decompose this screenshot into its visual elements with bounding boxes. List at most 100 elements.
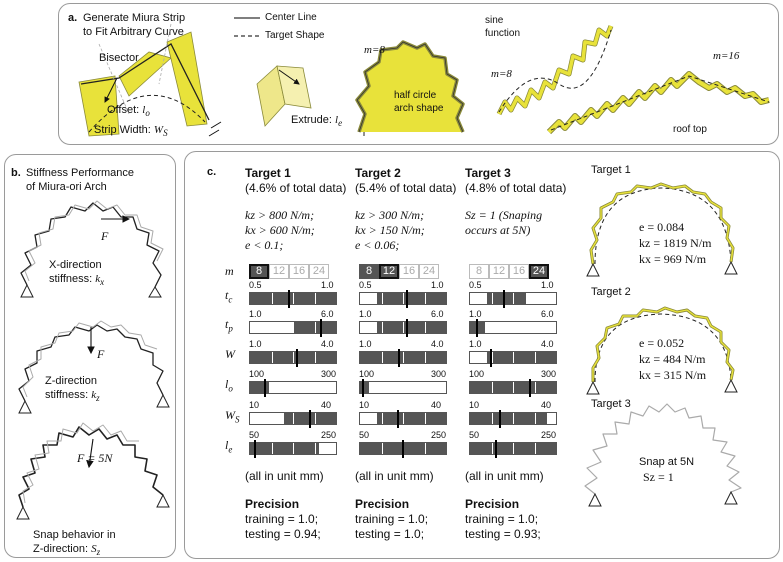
range-marker (529, 379, 532, 397)
range-divider (491, 382, 493, 393)
range-divider (314, 413, 316, 424)
range-divider (271, 322, 273, 333)
target-1-range-3-max: 300 (321, 369, 337, 379)
target-2-range-2-max: 4.0 (431, 339, 444, 349)
panel-a: a. Generate Miura Strip to Fit Arbitrary… (58, 3, 779, 145)
target-3-range-bar-0 (469, 290, 557, 308)
target-3-range-4-min: 10 (469, 400, 480, 410)
range-marker (499, 410, 502, 428)
panel-a-title-2: to Fit Arbitrary Curve (83, 26, 184, 38)
center-line (80, 43, 210, 121)
panel-b: b. Stiffness Performance of Miura-ori Ar… (4, 154, 176, 558)
range-divider (293, 293, 294, 304)
roof-strip (547, 72, 770, 134)
range-divider (271, 413, 273, 424)
snap-label-2: Z-direction: Sz (33, 543, 101, 558)
sine-target (498, 29, 612, 113)
panel-b-title-2: of Miura-ori Arch (26, 181, 107, 193)
arch-snap-dark (18, 426, 164, 508)
target-3-range-5-max: 250 (541, 430, 557, 440)
force-label-z: F (97, 347, 105, 361)
offset-label: Offset: lo (107, 104, 150, 119)
range-marker (264, 379, 267, 397)
range-divider (424, 382, 426, 393)
range-divider (424, 352, 426, 363)
target-2-cond-3: e < 0.06; (355, 238, 400, 252)
x-stiffness-label-2: stiffness: kx (49, 273, 105, 288)
support-right-2 (156, 393, 170, 408)
range-divider (491, 413, 493, 424)
target-2-range-1-min: 1.0 (359, 309, 372, 319)
range-fill (377, 293, 446, 304)
target-1-range-4-min: 10 (249, 400, 260, 410)
target-3-testing: testing = 0.93; (465, 527, 541, 541)
range-marker (362, 379, 365, 397)
range-divider (513, 413, 514, 424)
range-divider (381, 322, 383, 333)
range-marker (397, 349, 400, 367)
target-1-m-option-12: 12 (269, 264, 289, 279)
panel-b-title-1: Stiffness Performance (26, 167, 135, 179)
target-2-m-option-12: 12 (379, 264, 399, 279)
range-marker (296, 349, 299, 367)
target-1-precision-title: Precision (245, 497, 300, 511)
range-divider (513, 382, 514, 393)
range-divider (314, 293, 316, 304)
strip-width-label: Strip Width: WS (94, 124, 168, 139)
range-divider (381, 443, 383, 454)
target-3-range-bar-2 (469, 349, 557, 367)
legend-target-shape: Target Shape (265, 30, 325, 41)
result-3-strip (584, 403, 742, 495)
range-divider (534, 352, 536, 363)
row-label-Ws: WS (225, 408, 240, 425)
row-label-tc: tc (225, 288, 233, 305)
target-3-cond-1: Sz = 1 (Snaping (465, 208, 543, 222)
result-2-kx: kx = 315 N/m (639, 368, 707, 382)
range-divider (513, 293, 514, 304)
range-divider (403, 413, 404, 424)
panel-c-label: c. (207, 166, 217, 178)
sine-label-2: function (485, 28, 521, 39)
range-marker (406, 319, 409, 337)
z-stiffness-label-1: Z-direction (45, 375, 97, 387)
target-3-m-option-8: 8 (469, 264, 489, 279)
bisector-label: Bisector (99, 52, 139, 64)
row-label-lo: lo (225, 377, 233, 394)
legend-center-line: Center Line (265, 12, 317, 23)
result-3-title: Target 3 (591, 398, 631, 410)
sine-label-1: sine (485, 15, 504, 26)
range-divider (293, 322, 294, 333)
target-1-cond-3: e < 0.1; (245, 238, 284, 252)
bisector-line (98, 43, 130, 115)
target-3-training: training = 1.0; (465, 512, 539, 526)
range-divider (403, 322, 404, 333)
result-3-sz: Sz = 1 (643, 470, 674, 484)
target-1-range-bar-4 (249, 410, 337, 428)
result-1-target (594, 187, 732, 265)
target-3-range-3-min: 100 (469, 369, 485, 379)
target-2-range-3-max: 300 (431, 369, 447, 379)
target-2-range-bar-0 (359, 290, 447, 308)
range-marker (309, 410, 312, 428)
target-2-range-bar-2 (359, 349, 447, 367)
target-2-range-4-min: 10 (359, 400, 370, 410)
panel-a-drawings (78, 17, 770, 137)
range-divider (534, 413, 536, 424)
target-1-cond-2: kx > 600 N/m; (245, 223, 315, 237)
range-divider (534, 443, 536, 454)
roof-target (550, 75, 770, 131)
force-5n-label: F = 5N (77, 451, 113, 465)
target-2-unit-note: (all in unit mm) (355, 469, 434, 483)
target-3-range-5-min: 50 (469, 430, 480, 440)
m-half-label: m=8 (364, 44, 385, 56)
target-2-range-2-min: 1.0 (359, 339, 372, 349)
target-1-range-0-max: 1.0 (321, 280, 334, 290)
target-1-range-0-min: 0.5 (249, 280, 262, 290)
target-1-range-1-max: 6.0 (321, 309, 334, 319)
target-1-m-option-24: 24 (309, 264, 329, 279)
target-1-m-option-8: 8 (249, 264, 269, 279)
target-3-cond-2: occurs at 5N) (465, 223, 531, 237)
target-3-range-2-max: 4.0 (541, 339, 554, 349)
target-3-m-option-12: 12 (489, 264, 509, 279)
target-2-range-1-max: 6.0 (431, 309, 444, 319)
